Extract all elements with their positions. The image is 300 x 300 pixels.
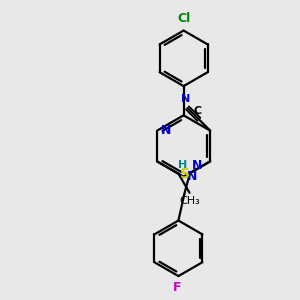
- Text: Cl: Cl: [177, 12, 190, 25]
- Text: N: N: [182, 94, 190, 104]
- Text: H: H: [178, 160, 187, 170]
- Text: N: N: [187, 170, 197, 183]
- Text: N: N: [191, 159, 202, 172]
- Text: N: N: [160, 124, 171, 137]
- Text: CH₃: CH₃: [179, 196, 200, 206]
- Text: S: S: [180, 167, 190, 181]
- Text: C: C: [193, 106, 201, 116]
- Text: F: F: [173, 281, 181, 294]
